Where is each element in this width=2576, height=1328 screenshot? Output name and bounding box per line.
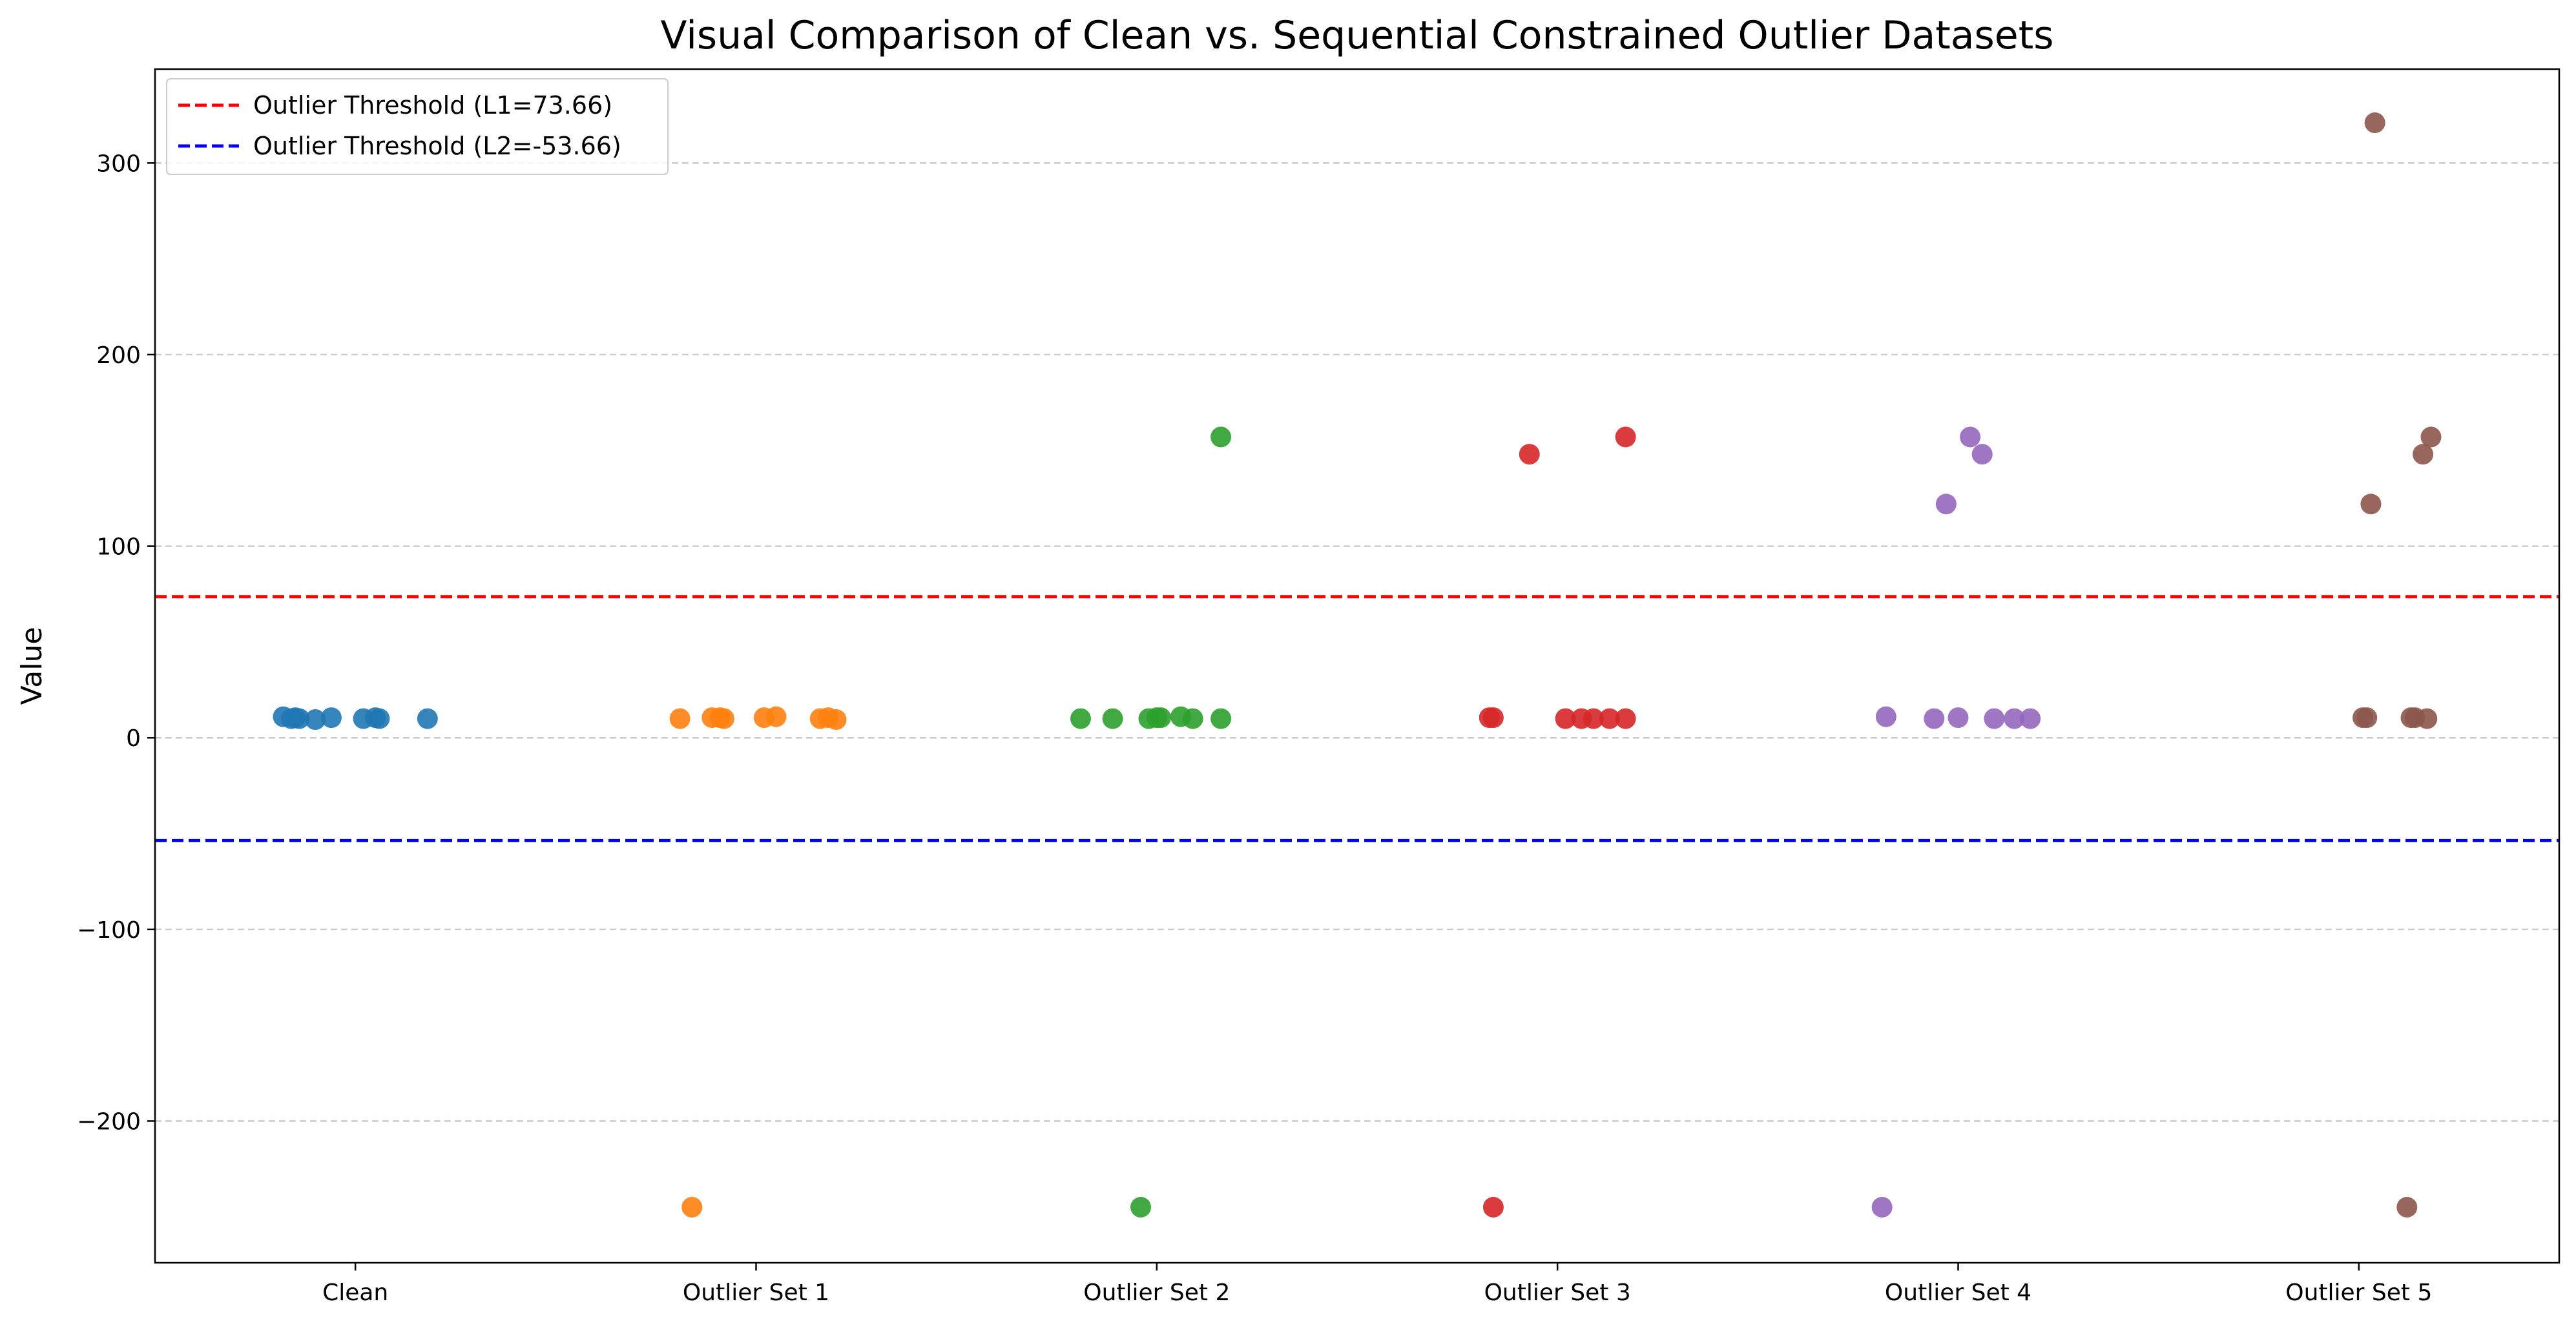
x-tick-label: Clean bbox=[322, 1280, 388, 1306]
data-point bbox=[1182, 708, 1203, 729]
data-point bbox=[369, 708, 390, 729]
data-point bbox=[1984, 708, 2005, 729]
data-point bbox=[1924, 708, 1945, 729]
x-axis: Clean Outlier Set 1 Outlier Set 2 Outlier S… bbox=[322, 1263, 2432, 1306]
data-point bbox=[1948, 707, 1969, 729]
data-point bbox=[2413, 444, 2434, 465]
data-point bbox=[1210, 426, 1232, 448]
data-point bbox=[417, 708, 438, 729]
x-tick-label: Outlier Set 4 bbox=[1885, 1280, 2031, 1306]
data-point bbox=[2420, 426, 2442, 448]
x-tick-label: Outlier Set 3 bbox=[1484, 1280, 1631, 1306]
y-tick-label: −100 bbox=[77, 917, 141, 944]
y-tick-label: −200 bbox=[77, 1108, 141, 1135]
data-point bbox=[1555, 708, 1576, 729]
plot-frame bbox=[154, 68, 2560, 1264]
data-point bbox=[1615, 426, 1636, 448]
data-point bbox=[289, 708, 310, 729]
legend-label-l2: Outlier Threshold (L2=-53.66) bbox=[253, 132, 621, 160]
x-tick-label: Outlier Set 1 bbox=[683, 1280, 829, 1306]
legend-box bbox=[166, 78, 669, 175]
data-point bbox=[2364, 112, 2385, 134]
data-point bbox=[2396, 1196, 2418, 1218]
data-point bbox=[1935, 493, 1957, 515]
data-point bbox=[1960, 426, 1981, 448]
y-tick-label: 200 bbox=[96, 342, 141, 369]
data-point bbox=[826, 709, 847, 731]
data-point bbox=[1070, 708, 1091, 729]
threshold-lines bbox=[155, 595, 2559, 842]
data-point bbox=[1102, 708, 1123, 729]
data-point bbox=[2360, 493, 2382, 515]
x-tick-label: Outlier Set 5 bbox=[2285, 1280, 2432, 1306]
y-tick-label: 300 bbox=[96, 150, 141, 177]
data-point bbox=[1615, 708, 1636, 729]
data-point bbox=[1482, 707, 1504, 729]
data-point bbox=[2416, 708, 2438, 729]
data-point bbox=[681, 1196, 703, 1218]
data-point bbox=[765, 706, 787, 727]
data-point bbox=[669, 708, 691, 729]
data-point bbox=[1130, 1196, 1152, 1218]
data-points bbox=[273, 112, 2442, 1218]
data-point bbox=[305, 709, 326, 731]
y-axis: −200 −100 0 100 200 300 bbox=[77, 150, 155, 1135]
data-point bbox=[1871, 1196, 1893, 1218]
data-point bbox=[2020, 708, 2041, 729]
y-tick-label: 0 bbox=[126, 725, 141, 752]
data-point bbox=[713, 708, 734, 729]
y-tick-label: 100 bbox=[96, 534, 141, 561]
data-point bbox=[1210, 708, 1232, 729]
data-point bbox=[1583, 708, 1604, 729]
data-point bbox=[1519, 444, 1540, 465]
x-tick-label: Outlier Set 2 bbox=[1083, 1280, 1230, 1306]
data-point bbox=[1150, 707, 1172, 729]
data-point bbox=[1875, 706, 1896, 727]
data-point bbox=[1971, 444, 1993, 465]
data-point bbox=[2356, 707, 2378, 729]
chart-title: Visual Comparison of Clean vs. Sequentia… bbox=[660, 13, 2053, 58]
data-point bbox=[2004, 708, 2025, 729]
data-point bbox=[1482, 1196, 1504, 1218]
legend: Outlier Threshold (L1=73.66) Outlier Thr… bbox=[166, 78, 669, 175]
legend-label-l1: Outlier Threshold (L1=73.66) bbox=[253, 91, 612, 119]
data-point bbox=[320, 707, 342, 729]
grid-lines bbox=[155, 162, 2559, 1122]
y-axis-title: Value bbox=[16, 627, 48, 705]
data-point bbox=[1599, 708, 1620, 729]
